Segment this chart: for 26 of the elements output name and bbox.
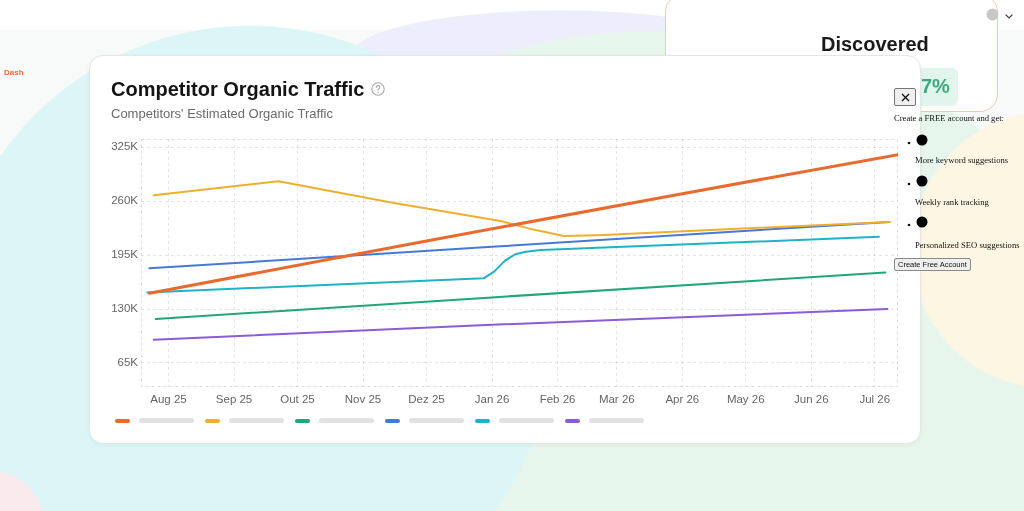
- x-tick-label: Nov 25: [344, 393, 382, 406]
- chart-title: Competitor Organic Traffic: [111, 77, 365, 101]
- x-tick-label: Feb 26: [539, 393, 576, 406]
- text: Personalized SEO suggestions: [915, 240, 1020, 251]
- y-tick-label: 130K: [111, 302, 139, 315]
- text: More keyword suggestions: [915, 155, 1009, 166]
- y-tick-label: 325K: [111, 140, 139, 153]
- text: Weekly rank tracking: [915, 197, 989, 208]
- text: Discovered: [821, 32, 929, 56]
- chart-subtitle: Competitors' Estimated Organic Traffic: [111, 106, 333, 122]
- x-tick-label: Sep 25: [215, 393, 253, 406]
- x-tick-label: Apr 26: [665, 393, 700, 406]
- y-tick-label: 195K: [111, 248, 139, 261]
- text: Create a FREE account and get:: [894, 113, 1005, 124]
- x-tick-label: Jun 26: [794, 393, 829, 406]
- y-tick-label: 65K: [117, 356, 139, 369]
- x-tick-label: Mar 26: [598, 393, 635, 406]
- x-tick-label: Dez 25: [408, 393, 445, 406]
- x-tick-label: Jan 26: [474, 393, 510, 406]
- x-tick-label: Out 25: [280, 393, 315, 406]
- text: 7%: [921, 74, 950, 98]
- y-tick-label: 260K: [111, 194, 139, 207]
- text: Dash: [4, 68, 24, 78]
- x-tick-label: Jul 26: [859, 393, 891, 406]
- x-tick-label: Aug 25: [150, 393, 187, 406]
- x-tick-label: May 26: [726, 393, 765, 406]
